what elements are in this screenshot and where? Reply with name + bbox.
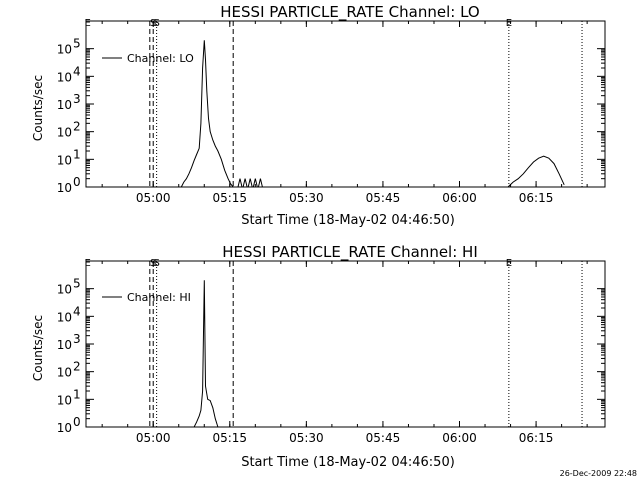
panel-hi-xlabel: Start Time (18-May-02 04:46:50)	[241, 455, 455, 470]
x-tick-label: 05:15	[212, 191, 247, 205]
panel-lo: HESSI PARTICLE_RATE Channel: LO 05:00 05:…	[31, 3, 606, 228]
series-spike	[237, 178, 243, 188]
y-tick-label: 10	[57, 70, 72, 84]
y-tick-exponent: 0	[73, 175, 81, 189]
y-tick-label: 10	[57, 126, 72, 140]
y-tick-exponent: 5	[73, 37, 81, 51]
panel-hi-series	[193, 280, 219, 428]
y-tick-exponent: 4	[73, 304, 81, 318]
event-marker-flag: S	[150, 258, 156, 269]
panel-hi-frame	[85, 260, 606, 428]
y-tick-label: 10	[57, 181, 72, 195]
y-tick-label: 10	[57, 153, 72, 167]
series-spike	[257, 178, 263, 188]
event-marker-flag: S	[150, 18, 156, 29]
panel-lo-frame	[85, 20, 606, 188]
y-tick-label: 10	[57, 98, 72, 112]
y-tick-exponent: 1	[73, 387, 81, 401]
y-tick-label: 10	[57, 310, 72, 324]
y-tick-label: 10	[57, 283, 72, 297]
event-marker-flag: S	[153, 258, 159, 269]
x-tick-label: 05:00	[136, 191, 171, 205]
series-line	[193, 280, 219, 428]
x-tick-label: 05:30	[289, 191, 324, 205]
panel-hi-ylabel: Counts/sec	[31, 315, 45, 381]
event-marker-flag: S	[153, 18, 159, 29]
series-line-late	[507, 155, 565, 188]
panel-hi: HESSI PARTICLE_RATE Channel: HI 05:00 05:…	[31, 243, 606, 470]
y-tick-exponent: 3	[73, 332, 81, 346]
panel-hi-title: HESSI PARTICLE_RATE Channel: HI	[222, 243, 478, 262]
x-tick-label: 06:00	[442, 431, 477, 445]
x-tick-label: 06:15	[519, 431, 554, 445]
panel-lo-xlabel: Start Time (18-May-02 04:46:50)	[241, 213, 455, 228]
y-tick-label: 10	[57, 393, 72, 407]
timestamp-footer: 26-Dec-2009 22:48	[560, 469, 637, 478]
legend-label-lo: Channel: LO	[127, 52, 194, 65]
panel-lo-title: HESSI PARTICLE_RATE Channel: LO	[220, 3, 479, 22]
plot-frame	[85, 20, 606, 188]
event-marker-flag: E	[506, 18, 512, 29]
y-tick-label: 10	[57, 43, 72, 57]
y-tick-exponent: 5	[73, 277, 81, 291]
panel-hi-legend: Channel: HI	[102, 291, 191, 304]
event-marker-flag: E	[85, 18, 91, 29]
x-tick-label: 05:00	[136, 431, 171, 445]
x-tick-label: 06:00	[442, 191, 477, 205]
y-tick-exponent: 2	[73, 120, 81, 134]
y-tick-exponent: 2	[73, 360, 81, 374]
panel-lo-series	[180, 40, 565, 188]
y-tick-exponent: 3	[73, 92, 81, 106]
panel-lo-ylabel: Counts/sec	[31, 75, 45, 141]
y-tick-label: 10	[57, 338, 72, 352]
y-tick-label: 10	[57, 366, 72, 380]
plot-frame	[85, 260, 606, 428]
legend-label-hi: Channel: HI	[127, 291, 191, 304]
panel-lo-markers: E SS E	[85, 18, 583, 187]
series-spike	[247, 178, 253, 188]
x-tick-label: 06:15	[519, 191, 554, 205]
event-marker-flag: E	[506, 258, 512, 269]
y-tick-exponent: 1	[73, 147, 81, 161]
y-tick-exponent: 4	[73, 64, 81, 78]
panel-lo-legend: Channel: LO	[102, 52, 194, 65]
x-tick-label: 05:45	[366, 431, 401, 445]
y-tick-label: 10	[57, 421, 72, 435]
series-spike	[242, 178, 248, 188]
series-spike	[252, 178, 258, 188]
y-tick-exponent: 0	[73, 415, 81, 429]
x-tick-label: 05:30	[289, 431, 324, 445]
panel-hi-markers: E SS E	[85, 258, 583, 427]
series-line	[180, 40, 234, 188]
x-tick-label: 05:15	[212, 431, 247, 445]
event-marker-flag: E	[85, 258, 91, 269]
x-tick-label: 05:45	[366, 191, 401, 205]
